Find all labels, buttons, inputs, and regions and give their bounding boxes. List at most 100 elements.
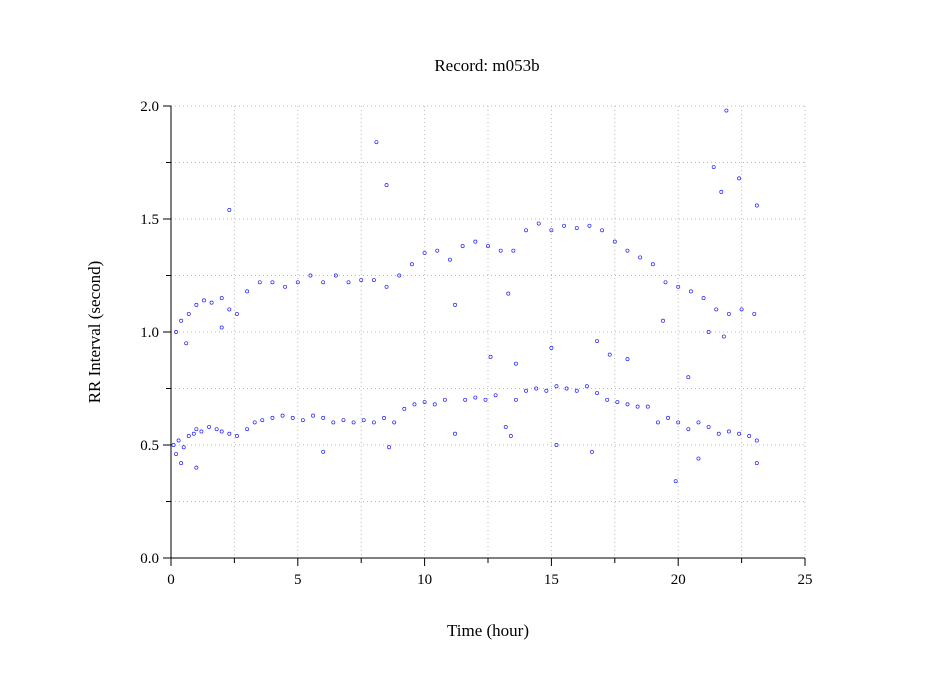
data-point <box>696 420 701 425</box>
data-point <box>676 284 681 289</box>
data-point <box>384 183 389 188</box>
y-tick-label: 0.5 <box>140 438 159 454</box>
data-point <box>409 262 414 267</box>
data-point <box>706 424 711 429</box>
data-point <box>351 420 356 425</box>
data-point <box>625 248 630 253</box>
data-point <box>171 443 176 447</box>
data-point <box>721 334 726 339</box>
x-axis-label: Time (hour) <box>447 621 529 640</box>
data-point <box>511 248 516 253</box>
data-point <box>754 461 759 466</box>
x-axis-ticks: 0 5 10 15 20 25 <box>167 558 813 588</box>
data-point <box>453 302 457 307</box>
data-point <box>635 404 640 409</box>
data-point <box>595 339 599 343</box>
data-point <box>524 388 528 393</box>
y-tick-label: 1.0 <box>140 325 159 341</box>
data-point <box>194 427 199 432</box>
data-point <box>179 318 184 323</box>
data-point <box>435 248 440 253</box>
data-point <box>661 318 665 323</box>
data-point <box>686 375 691 380</box>
x-tick-label: 20 <box>671 572 686 588</box>
data-point <box>513 361 518 366</box>
data-point <box>711 165 716 169</box>
data-point <box>696 456 701 461</box>
data-point <box>506 291 511 296</box>
y-tick-label: 2.0 <box>140 99 159 115</box>
data-point <box>460 244 465 249</box>
data-point <box>701 296 706 301</box>
data-point <box>595 391 599 395</box>
data-point <box>346 280 351 285</box>
data-point <box>245 289 250 294</box>
data-point <box>590 449 594 454</box>
data-point <box>493 393 498 398</box>
data-point <box>544 388 549 393</box>
data-point <box>605 397 610 402</box>
x-tick-label: 25 <box>798 572 813 588</box>
data-point <box>186 434 191 438</box>
data-point <box>650 262 655 267</box>
data-point <box>737 431 742 436</box>
data-point <box>422 250 427 255</box>
x-tick-label: 0 <box>167 572 175 588</box>
data-points <box>171 108 759 484</box>
data-point <box>245 427 250 432</box>
data-point <box>321 449 326 454</box>
data-point <box>280 413 285 418</box>
y-tick-label: 0.0 <box>140 551 159 567</box>
data-point <box>191 431 196 436</box>
x-tick-label: 15 <box>544 572 559 588</box>
data-point <box>688 289 693 294</box>
data-point <box>371 420 376 425</box>
data-point <box>663 280 668 285</box>
data-point <box>219 325 224 330</box>
data-point <box>374 140 379 145</box>
data-point <box>706 330 711 334</box>
data-point <box>645 404 650 409</box>
data-point <box>739 307 744 312</box>
data-point <box>716 431 721 436</box>
y-axis-ticks: 0.0 0.5 1.0 1.5 2.0 <box>140 99 171 567</box>
data-point <box>453 431 457 436</box>
data-point <box>387 445 392 450</box>
data-point <box>321 415 326 420</box>
data-point <box>714 307 719 312</box>
data-point <box>270 280 275 285</box>
data-point <box>549 228 554 233</box>
data-point <box>257 280 262 285</box>
data-point <box>402 406 407 411</box>
data-point <box>174 452 179 456</box>
data-point <box>747 434 752 438</box>
data-point <box>473 239 478 244</box>
data-point <box>295 280 300 285</box>
data-point <box>625 357 630 362</box>
data-point <box>754 438 759 443</box>
data-point <box>219 429 224 434</box>
data-point <box>615 400 620 405</box>
data-point <box>199 429 204 434</box>
y-axis-label: RR Interval (second) <box>85 261 104 404</box>
data-point <box>234 434 239 438</box>
data-point <box>341 418 346 423</box>
data-point <box>184 341 189 346</box>
data-point <box>473 395 478 400</box>
data-point <box>176 438 181 443</box>
data-point <box>331 420 336 425</box>
data-point <box>252 420 257 425</box>
data-point <box>260 418 265 423</box>
data-point <box>607 352 612 357</box>
data-point <box>686 427 691 432</box>
data-point <box>194 465 199 470</box>
data-point <box>333 273 338 278</box>
data-point <box>283 284 288 289</box>
data-point <box>554 443 559 447</box>
data-point <box>412 402 417 407</box>
data-point <box>448 257 452 262</box>
x-tick-label: 10 <box>417 572 432 588</box>
data-point <box>186 311 191 316</box>
data-point <box>508 434 513 438</box>
